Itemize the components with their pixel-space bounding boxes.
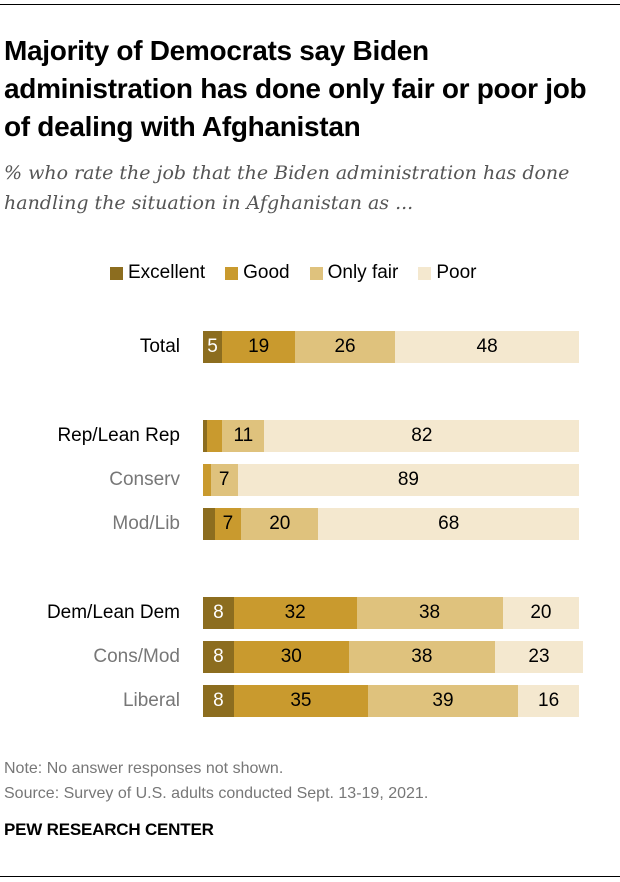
row-label: Dem/Lean Dem: [46, 602, 180, 623]
data-label: 48: [476, 336, 498, 357]
stacked-bar: 8 30 38 23: [203, 641, 584, 673]
legend-label-excellent: Excellent: [128, 262, 206, 283]
data-label: 19: [248, 336, 270, 357]
row-label: Conserv: [109, 469, 180, 490]
legend-swatch-excellent: [110, 266, 123, 280]
footnotes: Note: No answer responses not shown. Sou…: [4, 756, 428, 806]
row-label: Cons/Mod: [93, 646, 180, 667]
top-rule: [0, 4, 620, 5]
bar-segment-poor: 48: [394, 331, 580, 363]
legend-item-good: Good: [225, 262, 290, 284]
data-label: 30: [280, 646, 302, 667]
bar-segment-fair: 26: [295, 331, 395, 363]
stacked-bar: 11 82: [203, 420, 580, 452]
data-label: 20: [269, 513, 291, 534]
legend: Excellent Good Only fair Poor: [110, 260, 496, 286]
row-label: Mod/Lib: [112, 513, 180, 534]
bar-segment-good: [206, 420, 223, 452]
note-text: Note: No answer responses not shown.: [4, 760, 284, 777]
data-label: 5: [207, 336, 218, 357]
legend-label-good: Good: [243, 262, 290, 283]
data-label: 8: [213, 602, 224, 623]
bar-segment-excellent: [203, 420, 207, 452]
brand-logo-text: PEW RESEARCH CENTER: [4, 820, 214, 839]
bar-segment-fair: 20: [241, 508, 319, 540]
bar-segment-excellent: [203, 508, 215, 540]
row-label: Total: [139, 336, 180, 357]
bar-segment-good: 32: [233, 597, 357, 629]
bar-segment-good: 30: [233, 641, 349, 673]
bar-segment-good: 19: [222, 331, 296, 363]
data-label: 11: [233, 425, 254, 446]
bar-segment-excellent: 8: [203, 597, 234, 629]
stacked-bar: 8 32 38 20: [203, 597, 580, 629]
bar-segment-excellent: 8: [203, 641, 234, 673]
bar-segment-poor: 82: [264, 420, 580, 452]
bar-segment-poor: 16: [517, 685, 580, 717]
data-label: 82: [411, 425, 433, 446]
data-label: 8: [213, 690, 224, 711]
data-label: 7: [222, 513, 234, 534]
bar-segment-good: 7: [214, 508, 242, 540]
bar-segment-fair: 39: [368, 685, 518, 717]
bar-segment-good: 35: [233, 685, 369, 717]
bar-segment-poor: 20: [502, 597, 580, 629]
stacked-bar: 8 35 39 16: [203, 685, 580, 717]
bar-segment-poor: 89: [237, 464, 580, 496]
bar-segment-excellent: 5: [203, 331, 223, 363]
stacked-bar: 5 19 26 48: [203, 331, 580, 363]
legend-swatch-poor: [418, 266, 432, 280]
data-label: 26: [334, 336, 356, 357]
legend-swatch-fair: [309, 266, 323, 280]
chart-title: Majority of Democrats say Biden administ…: [4, 35, 587, 142]
bar-segment-poor: 23: [494, 641, 584, 673]
data-label: 7: [218, 469, 230, 490]
data-label: 8: [213, 646, 224, 667]
legend-label-fair: Only fair: [327, 262, 399, 283]
data-label: 32: [284, 602, 306, 623]
data-label: 35: [290, 690, 312, 711]
bar-segment-fair: 7: [210, 464, 238, 496]
source-text: Source: Survey of U.S. adults conducted …: [4, 785, 429, 802]
stacked-bar: 7 20 68: [203, 508, 580, 540]
legend-swatch-good: [225, 266, 239, 280]
row-label: Rep/Lean Rep: [57, 425, 180, 446]
data-label: 23: [528, 646, 550, 667]
bottom-rule: [0, 876, 620, 877]
legend-item-fair: Only fair: [309, 262, 399, 284]
legend-label-poor: Poor: [436, 262, 477, 283]
bar-segment-good: [203, 464, 211, 496]
row-label: Liberal: [122, 690, 180, 711]
data-label: 38: [411, 646, 433, 667]
data-label: 39: [432, 690, 454, 711]
bar-segment-excellent: 8: [203, 685, 234, 717]
bar-segment-fair: 11: [222, 420, 265, 452]
bar-segment-fair: 38: [348, 641, 495, 673]
legend-item-poor: Poor: [418, 262, 476, 284]
bar-segment-fair: 38: [356, 597, 503, 629]
data-label: 68: [438, 513, 460, 534]
data-label: 16: [538, 690, 560, 711]
data-label: 20: [530, 602, 552, 623]
bar-segment-poor: 68: [318, 508, 580, 540]
data-label: 89: [397, 469, 419, 490]
chart-subtitle: % who rate the job that the Biden admini…: [4, 162, 570, 214]
legend-item-excellent: Excellent: [110, 262, 205, 284]
data-label: 38: [418, 602, 441, 623]
stacked-bar: 7 89: [203, 464, 580, 496]
